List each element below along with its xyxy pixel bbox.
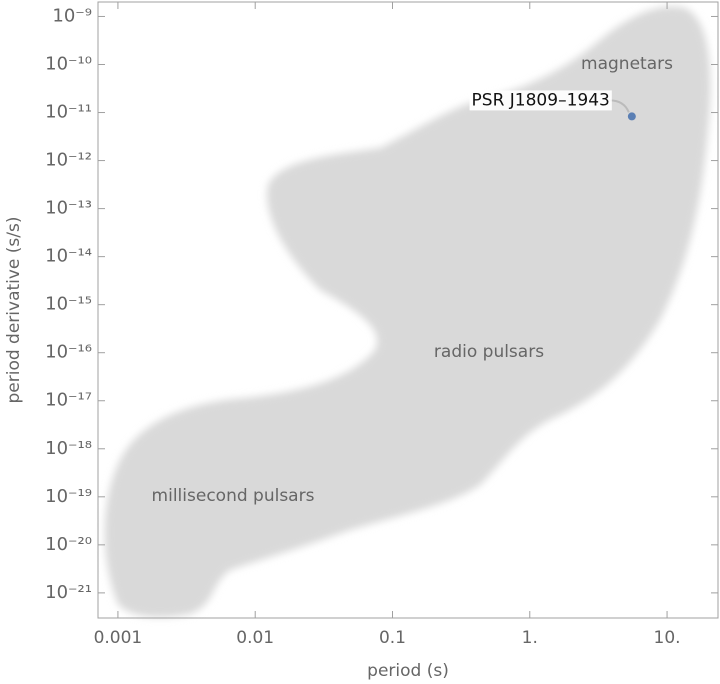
region-label: magnetars xyxy=(581,54,673,74)
y-tick-label: 10⁻¹⁴ xyxy=(45,246,92,267)
y-tick-label: 10⁻¹⁶ xyxy=(45,342,92,363)
y-tick-label: 10⁻¹³ xyxy=(45,198,92,219)
y-tick-label: 10⁻¹² xyxy=(45,150,92,171)
y-axis-label: period derivative (s/s) xyxy=(4,216,24,403)
y-tick-label: 10⁻¹¹ xyxy=(45,102,92,123)
x-tick-label: 0.001 xyxy=(94,628,143,648)
x-tick-label: 1. xyxy=(522,628,538,648)
point-label: PSR J1809–1943 xyxy=(472,90,610,110)
x-tick-label: 0.01 xyxy=(236,628,274,648)
y-tick-label: 10⁻⁹ xyxy=(52,5,92,26)
y-tick-label: 10⁻¹⁸ xyxy=(45,438,92,459)
data-point xyxy=(627,112,636,121)
label-background xyxy=(469,90,612,111)
y-tick-label: 10⁻¹⁰ xyxy=(45,53,92,74)
y-tick-label: 10⁻¹⁹ xyxy=(45,486,92,507)
x-axis-label: period (s) xyxy=(367,661,449,681)
pulsar-region xyxy=(104,6,711,618)
x-tick-label: 10. xyxy=(654,628,681,648)
y-tick-label: 10⁻²⁰ xyxy=(45,534,92,555)
y-tick-label: 10⁻¹⁷ xyxy=(45,390,92,411)
label-leader xyxy=(609,99,630,113)
plot-frame xyxy=(97,1,719,619)
region-label: radio pulsars xyxy=(434,342,544,362)
y-tick-label: 10⁻¹⁵ xyxy=(45,294,92,315)
region-label: millisecond pulsars xyxy=(152,486,315,506)
y-tick-label: 10⁻²¹ xyxy=(45,582,92,603)
x-tick-label: 0.1 xyxy=(379,628,406,648)
